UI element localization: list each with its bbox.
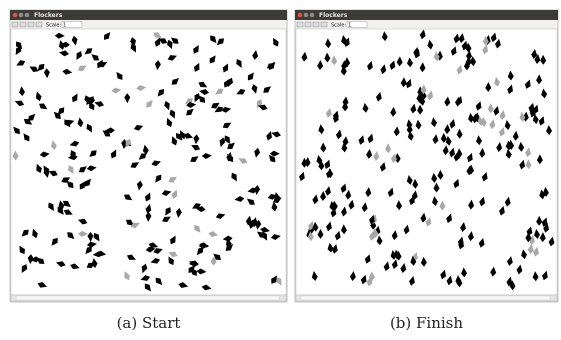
window-title: Flockers [34,12,63,19]
toolbar-icon[interactable] [36,22,42,27]
window-title: Flockers [319,12,348,19]
toolbar-icon[interactable] [20,22,26,27]
window: Flockers Scale:1 (a) Start [10,10,287,332]
canvas [296,29,557,295]
scale-label: Scale: [331,23,346,29]
scroll-thumb[interactable] [16,296,279,300]
scale-value: 1 [63,23,66,29]
window-button[interactable] [298,13,303,18]
toolbar-icon[interactable] [313,22,319,27]
window-button[interactable] [310,13,315,18]
scale-label: Scale: [46,23,61,29]
caption: (a) Start [117,314,181,332]
window: Flockers Scale:1 (b) Finish [295,10,558,332]
toolbar-icon[interactable] [297,22,303,27]
window-button[interactable] [19,13,24,18]
figure: FlockersScale:1(a) StartFlockersScale:1(… [0,0,561,340]
window-button[interactable] [304,13,309,18]
toolbar-icon[interactable] [321,22,327,27]
scale-value: 1 [348,23,351,29]
window-button[interactable] [25,13,30,18]
toolbar-icon[interactable] [305,22,311,27]
window-button[interactable] [13,13,18,18]
toolbar-icon[interactable] [28,22,34,27]
toolbar-icon[interactable] [12,22,18,27]
caption: (b) Finish [390,314,463,332]
scroll-thumb[interactable] [301,296,550,300]
